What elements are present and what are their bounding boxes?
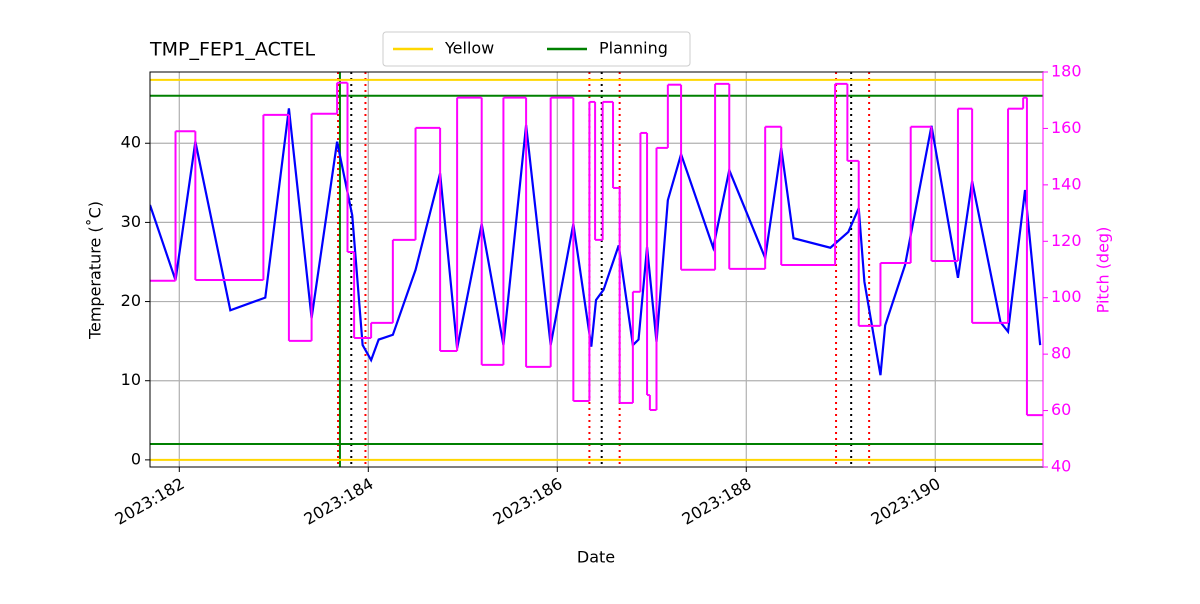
y2-tick-label: 60 — [1051, 400, 1071, 419]
y2-tick-label: 180 — [1051, 62, 1082, 81]
y2-tick-label: 80 — [1051, 344, 1071, 363]
temperature-line — [150, 108, 1042, 376]
y2-tick-label: 100 — [1051, 287, 1082, 306]
y-tick-label: 30 — [121, 212, 141, 231]
y2-axis-label: Pitch (deg) — [1094, 227, 1113, 314]
x-axis-label: Date — [577, 548, 615, 567]
y-tick-label: 40 — [121, 133, 141, 152]
legend-label: Yellow — [444, 39, 494, 58]
chart-title: TMP_FEP1_ACTEL — [149, 39, 315, 61]
y2-tick-label: 160 — [1051, 118, 1082, 137]
y-tick-label: 0 — [131, 449, 141, 468]
y2-tick-label: 40 — [1051, 457, 1071, 476]
y-tick-label: 20 — [121, 291, 141, 310]
y-tick-label: 10 — [121, 370, 141, 389]
y2-tick-label: 120 — [1051, 231, 1082, 250]
plot-area — [150, 72, 1043, 467]
y-axis-label: Temperature (˚C) — [86, 201, 105, 340]
legend-box — [382, 31, 691, 67]
y2-tick-label: 140 — [1051, 174, 1082, 193]
legend-label: Planning — [599, 39, 668, 58]
